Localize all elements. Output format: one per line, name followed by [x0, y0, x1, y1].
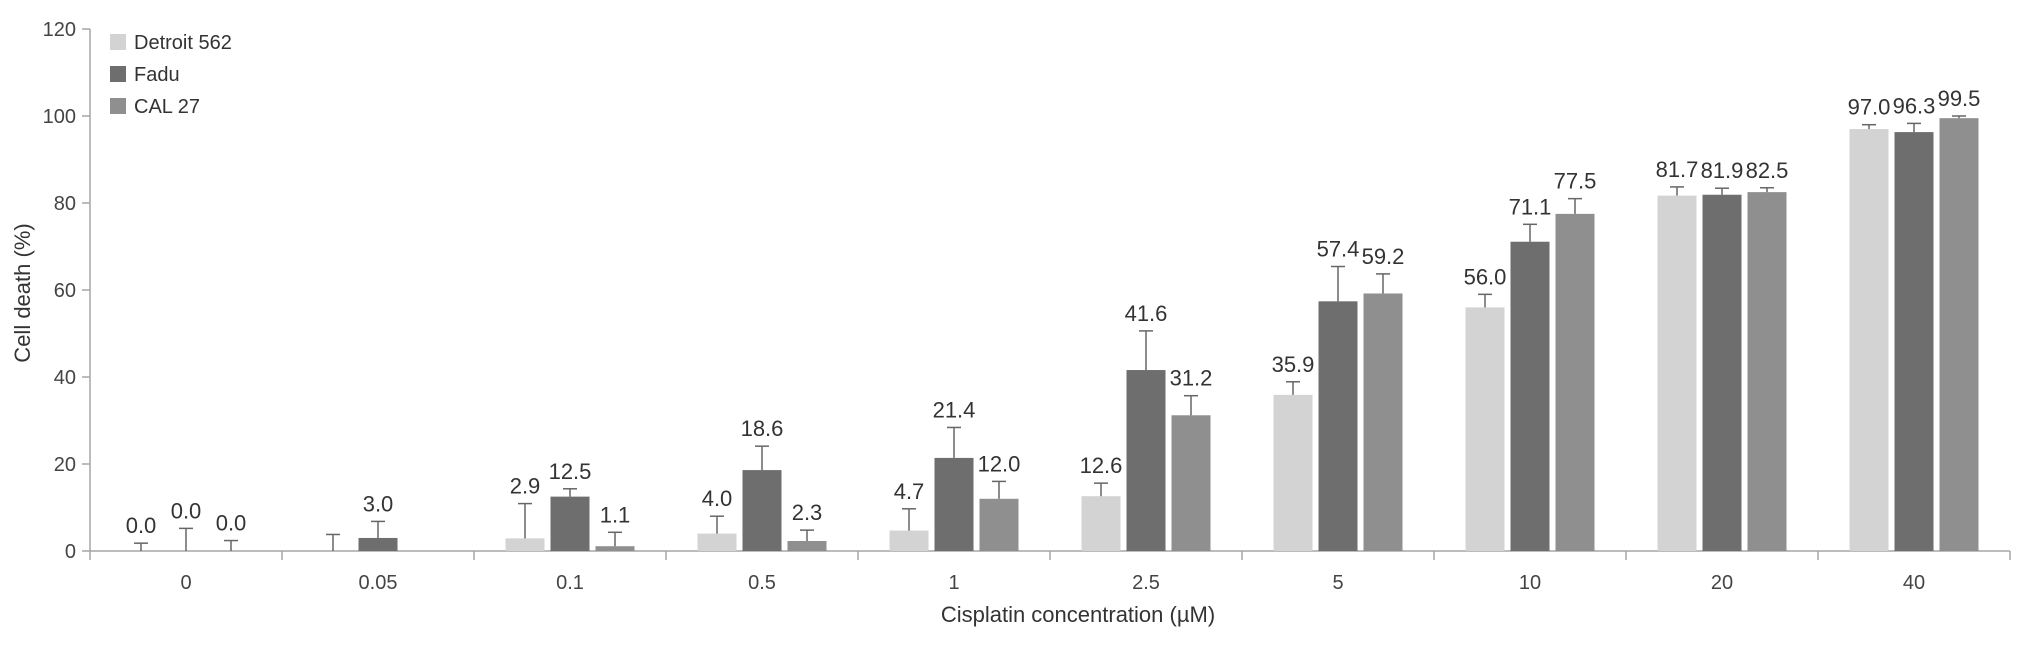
bar — [697, 533, 737, 551]
bar — [787, 540, 827, 551]
x-tick-label: 0.1 — [556, 572, 584, 594]
legend-label: Fadu — [134, 64, 180, 86]
legend-swatch — [110, 98, 126, 114]
bar — [1318, 301, 1358, 551]
x-tick-label: 5 — [1332, 572, 1343, 594]
data-label: 1.1 — [600, 502, 631, 527]
error-bars-group — [134, 115, 1966, 551]
bar — [1894, 132, 1934, 551]
data-label: 96.3 — [1893, 93, 1936, 118]
y-tick-label: 80 — [54, 193, 76, 215]
legend-swatch — [110, 34, 126, 50]
bars-group — [358, 118, 1979, 552]
data-label: 2.3 — [792, 500, 823, 525]
legend: Detroit 562 Fadu CAL 27 — [110, 32, 232, 118]
y-tick-label: 20 — [54, 454, 76, 476]
bar — [979, 498, 1019, 551]
data-label: 12.5 — [549, 459, 592, 484]
y-tick-label: 0 — [65, 541, 76, 563]
data-label: 12.0 — [978, 451, 1021, 476]
data-label: 59.2 — [1362, 244, 1405, 269]
data-label: 41.6 — [1125, 301, 1168, 326]
data-label: 0.0 — [171, 498, 202, 523]
data-label: 99.5 — [1938, 86, 1981, 111]
data-label: 18.6 — [741, 416, 784, 441]
x-axis-title: Cisplatin concentration (µM) — [941, 602, 1215, 627]
data-label: 81.7 — [1656, 157, 1699, 182]
bar — [1126, 370, 1166, 551]
y-axis-title: Cell death (%) — [10, 223, 35, 362]
data-label: 56.0 — [1464, 264, 1507, 289]
x-tick-label: 20 — [1711, 572, 1733, 594]
data-label: 2.9 — [510, 474, 541, 499]
bar — [1081, 496, 1121, 551]
bar — [1465, 307, 1505, 551]
bar — [1510, 241, 1550, 551]
data-label: 0.0 — [126, 513, 157, 538]
y-tick-label: 60 — [54, 280, 76, 302]
data-label: 0.0 — [216, 511, 247, 536]
bar — [1939, 118, 1979, 552]
bar — [550, 496, 590, 551]
bar — [742, 470, 782, 551]
data-label: 21.4 — [933, 397, 976, 422]
data-label: 4.7 — [894, 479, 925, 504]
bar — [505, 538, 545, 551]
data-labels-group: 0.0 2.9 4.0 4.7 12.6 35.9 56.0 81.7 97.0 0.0 3.0 12… — [126, 86, 1981, 538]
y-tick-label: 100 — [43, 106, 76, 128]
bar — [1702, 194, 1742, 552]
legend-label: CAL 27 — [134, 96, 200, 118]
x-tick-label: 40 — [1903, 572, 1925, 594]
data-label: 4.0 — [702, 486, 733, 511]
bar — [1171, 415, 1211, 551]
data-label: 71.1 — [1509, 194, 1552, 219]
x-tick-label: 0.5 — [748, 572, 776, 594]
bar — [889, 530, 929, 551]
bar — [358, 537, 398, 551]
data-label: 81.9 — [1701, 158, 1744, 183]
data-label: 82.5 — [1746, 158, 1789, 183]
bar — [1555, 213, 1595, 551]
data-label: 12.6 — [1080, 453, 1123, 478]
legend-swatch — [110, 66, 126, 82]
bar — [1273, 394, 1313, 551]
bar — [934, 457, 974, 551]
bar — [1849, 129, 1889, 552]
x-tick-label: 0.05 — [359, 572, 398, 594]
bar — [1363, 293, 1403, 551]
data-label: 77.5 — [1554, 169, 1597, 194]
data-label: 57.4 — [1317, 237, 1360, 262]
legend-label: Detroit 562 — [134, 32, 232, 54]
data-label: 35.9 — [1272, 352, 1315, 377]
data-label: 3.0 — [363, 491, 394, 516]
bar — [1747, 192, 1787, 551]
bar — [595, 546, 635, 551]
y-tick-label: 120 — [43, 19, 76, 41]
data-label: 31.2 — [1170, 366, 1213, 391]
data-label: 97.0 — [1848, 95, 1891, 120]
x-tick-label: 10 — [1519, 572, 1541, 594]
x-tick-label: 0 — [180, 572, 191, 594]
bar — [1657, 195, 1697, 552]
y-tick-label: 40 — [54, 367, 76, 389]
x-tick-label: 1 — [948, 572, 959, 594]
x-tick-label: 2.5 — [1132, 572, 1160, 594]
